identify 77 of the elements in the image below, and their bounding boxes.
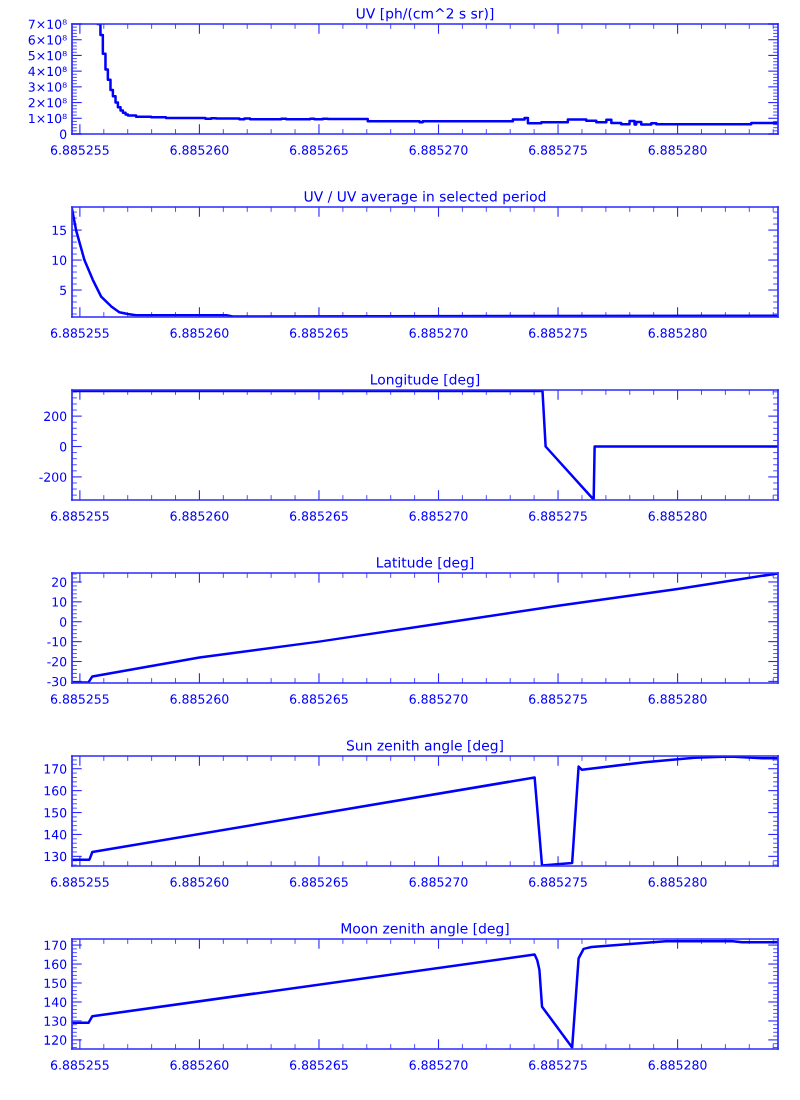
x-tick-label: 6.885270: [409, 877, 468, 887]
y-tick-label: 5: [60, 285, 67, 295]
y-tick-label: 170: [44, 764, 67, 774]
y-tick-label: 200: [44, 411, 67, 422]
chart-title: UV / UV average in selected period: [304, 190, 546, 205]
y-tick-label: 0: [60, 129, 67, 139]
chart-title: Moon zenith angle [deg]: [341, 922, 509, 937]
x-tick-label: 6.885275: [529, 1060, 587, 1070]
chart-title: Sun zenith angle [deg]: [346, 739, 503, 754]
y-tick-label: 7×10⁸: [28, 19, 67, 29]
y-tick-label: -200: [39, 472, 67, 482]
x-tick-label: 6.885265: [290, 877, 348, 887]
y-tick-label: 140: [44, 829, 67, 840]
y-tick-label: 130: [44, 1016, 67, 1026]
line-series: [72, 939, 778, 1049]
y-tick-label: 0: [60, 617, 67, 627]
x-tick-label: 6.885260: [170, 511, 229, 521]
line-series: [72, 756, 778, 866]
x-tick-label: 6.885255: [50, 328, 109, 338]
y-tick-label: -10: [47, 637, 67, 647]
x-tick-label: 6.885260: [170, 1060, 229, 1070]
y-tick-label: 160: [44, 786, 67, 796]
x-tick-label: 6.885270: [409, 1060, 468, 1070]
y-tick-label: 20: [52, 577, 67, 587]
y-tick-label: 1×10⁸: [29, 113, 67, 124]
x-tick-label: 6.885275: [529, 145, 587, 155]
x-tick-label: 6.885270: [409, 511, 468, 521]
y-tick-label: 150: [44, 808, 67, 818]
y-tick-label: 120: [44, 1035, 67, 1045]
y-tick-label: 5×10⁸: [28, 50, 67, 61]
y-tick-label: 160: [44, 959, 67, 969]
line-series: [72, 573, 778, 683]
y-tick-label: 130: [44, 851, 67, 862]
x-tick-label: 6.885260: [170, 694, 229, 704]
x-tick-label: 6.885255: [50, 145, 109, 155]
y-tick-label: 140: [44, 997, 67, 1007]
x-tick-label: 6.885260: [170, 145, 229, 155]
x-tick-label: 6.885260: [170, 877, 229, 887]
x-tick-label: 6.885255: [50, 1060, 109, 1070]
y-tick-label: 15: [52, 225, 67, 236]
x-tick-label: 6.885275: [529, 877, 587, 887]
y-tick-label: 170: [44, 940, 67, 950]
x-tick-label: 6.885275: [529, 694, 587, 704]
x-tick-label: 6.885280: [648, 694, 707, 704]
x-tick-label: 6.885270: [409, 145, 468, 155]
y-tick-label: 150: [44, 978, 67, 988]
x-tick-label: 6.885265: [290, 145, 348, 155]
x-tick-label: 6.885280: [648, 877, 707, 887]
x-tick-label: 6.885265: [290, 1060, 348, 1070]
y-tick-label: 0: [60, 441, 67, 452]
x-tick-label: 6.885270: [409, 694, 468, 704]
y-tick-label: -30: [47, 676, 67, 687]
y-tick-label: -20: [47, 656, 67, 667]
x-tick-label: 6.885280: [648, 145, 707, 155]
x-tick-label: 6.885255: [50, 877, 109, 887]
y-tick-label: 10: [52, 597, 67, 607]
line-series: [72, 207, 778, 317]
x-tick-label: 6.885265: [290, 694, 348, 704]
x-tick-label: 6.885265: [290, 511, 348, 521]
y-tick-label: 6×10⁸: [28, 35, 67, 45]
x-tick-label: 6.885280: [648, 511, 707, 521]
x-tick-label: 6.885265: [290, 328, 348, 338]
chart-title: UV [ph/(cm^2 s sr)]: [356, 7, 494, 22]
x-tick-label: 6.885275: [529, 328, 587, 338]
chart-title: Latitude [deg]: [377, 556, 474, 571]
x-tick-label: 6.885270: [409, 328, 468, 338]
y-tick-label: 4×10⁸: [28, 66, 67, 77]
x-tick-label: 6.885280: [648, 328, 707, 338]
y-tick-label: 2×10⁸: [28, 98, 67, 108]
y-tick-label: 3×10⁸: [28, 82, 67, 92]
y-tick-label: 10: [52, 255, 67, 265]
x-tick-label: 6.885260: [170, 328, 229, 338]
chart-title: Longitude [deg]: [371, 373, 480, 388]
x-tick-label: 6.885255: [50, 694, 109, 704]
x-tick-label: 6.885255: [50, 511, 109, 521]
x-tick-label: 6.885280: [648, 1060, 707, 1070]
x-tick-label: 6.885275: [529, 511, 587, 521]
